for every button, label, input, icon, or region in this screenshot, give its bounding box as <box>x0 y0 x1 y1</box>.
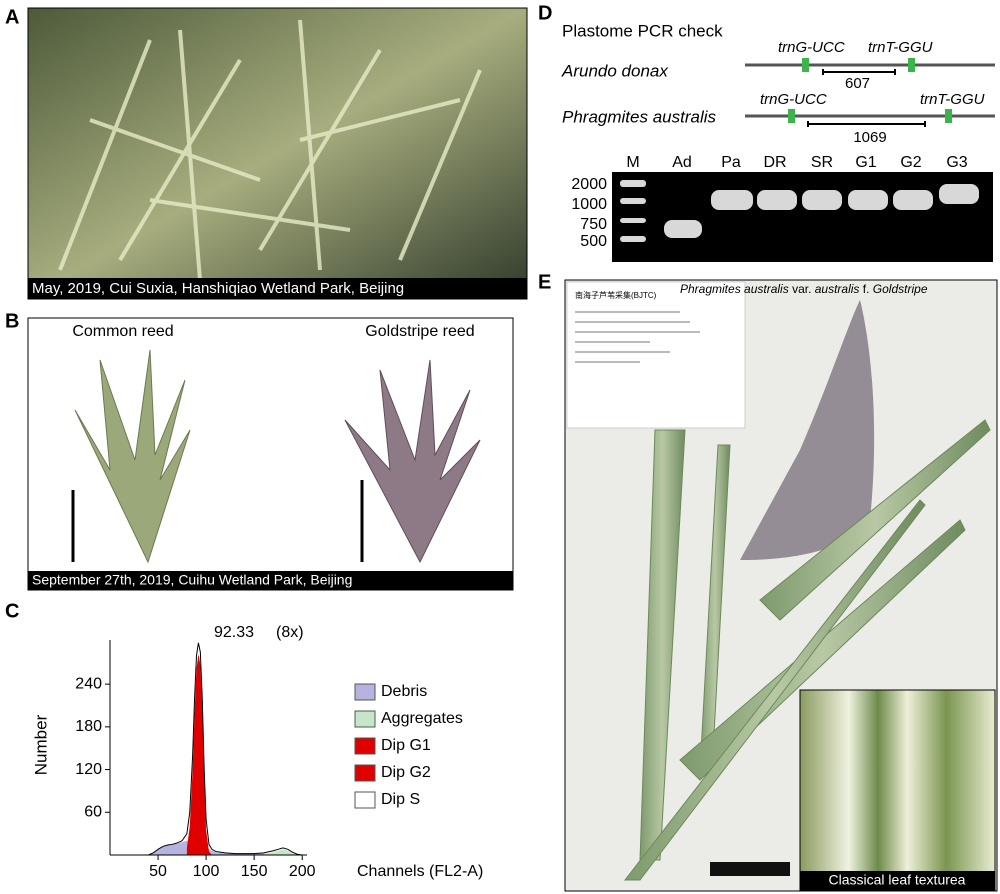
amplicon <box>822 69 896 75</box>
legend-swatch <box>354 764 376 782</box>
spikelet <box>74 349 191 564</box>
bands <box>620 180 979 242</box>
caption-bar <box>28 571 513 590</box>
y-tick-label: 60 <box>84 804 102 821</box>
title: Plastome PCR check <box>562 21 723 40</box>
gene <box>945 109 952 123</box>
caption: May, 2019, Cui Suxia, Hanshiqiao Wetland… <box>32 280 404 297</box>
lane-label: G3 <box>946 154 967 171</box>
annotation-note: (8x) <box>276 624 304 641</box>
inset-photo <box>799 689 996 892</box>
gene <box>802 58 809 72</box>
y-tick-label: 180 <box>75 718 102 735</box>
lane-label: G1 <box>855 154 876 171</box>
sheet-header: 南海子芦苇采集(BJTC) <box>575 290 657 300</box>
legend-swatch <box>354 791 376 809</box>
label-lines <box>575 311 700 363</box>
title-part: var. <box>792 282 812 296</box>
x-tick-label: 100 <box>193 863 220 880</box>
size: 1069 <box>853 129 886 146</box>
ladder-label: 1000 <box>571 196 607 213</box>
legend-swatch <box>354 737 376 755</box>
specimen-title: Phragmites australis var. australis f. G… <box>680 282 928 296</box>
legend-label: Dip G1 <box>381 737 431 754</box>
histogram: 60 120 180 240 50 100 150 200 Channels (FL2-A) Nu… <box>31 624 483 880</box>
lane-label: M <box>626 154 639 171</box>
outline <box>148 642 303 856</box>
gene-label: trnG-UCC <box>760 91 827 108</box>
barcode <box>710 862 790 876</box>
legend-label: Debris <box>381 683 427 700</box>
panel-label: A <box>5 6 19 28</box>
lane-label: DR <box>763 154 786 171</box>
title-part: australis <box>814 282 860 296</box>
lane-label: G2 <box>900 154 921 171</box>
y-tick-label: 240 <box>75 675 102 692</box>
lane-label: SR <box>811 154 833 171</box>
panel-label: B <box>5 310 19 332</box>
area <box>148 642 303 855</box>
ladder-label: 500 <box>580 233 607 250</box>
gene <box>788 109 795 123</box>
size: 607 <box>845 75 870 92</box>
spikelet <box>344 359 481 564</box>
area <box>263 849 303 855</box>
x-tick-label: 150 <box>241 863 268 880</box>
ladder-label: 750 <box>580 216 607 233</box>
panel-label: E <box>538 271 551 293</box>
legend-label: Dip G2 <box>381 764 431 781</box>
caption-bar <box>800 871 995 891</box>
x-tick-label: 200 <box>289 863 316 880</box>
title-part: Goldstripe <box>872 282 928 296</box>
title: Goldstripe reed <box>365 323 474 340</box>
legend-label: Aggregates <box>381 710 463 727</box>
gene <box>908 58 915 72</box>
lane-label: Ad <box>672 154 692 171</box>
species: Arundo donax <box>561 61 668 80</box>
y-axis-label: Number <box>31 714 50 775</box>
x-tick-label: 50 <box>149 863 167 880</box>
lane-label: Pa <box>721 154 741 171</box>
ladder-label: 2000 <box>571 176 607 193</box>
species: Phragmites australis <box>562 107 717 126</box>
title: Common reed <box>72 323 173 340</box>
annotation: 92.33 <box>214 624 254 641</box>
photo <box>27 7 528 300</box>
legend-label: Dip S <box>381 791 420 808</box>
y-tick-label: 120 <box>75 761 102 778</box>
caption-bar <box>28 278 527 299</box>
panel-label: C <box>5 600 19 622</box>
panicle <box>740 300 875 560</box>
legend-swatch <box>354 683 376 701</box>
gel <box>612 172 993 262</box>
sheet-label <box>566 281 746 429</box>
title-part: f. <box>862 282 870 296</box>
area <box>186 654 212 855</box>
x-axis-label: Channels (FL2-A) <box>357 863 483 880</box>
amplicon <box>807 121 926 127</box>
leaves <box>58 19 482 281</box>
specimen-leaves <box>623 419 991 881</box>
gene-label: trnT-GGU <box>920 91 985 108</box>
legend-swatch <box>354 710 376 728</box>
caption: Classical leaf texturea <box>829 872 966 888</box>
panel-label: D <box>538 2 552 24</box>
gene-label: trnG-UCC <box>778 39 845 56</box>
gene-label: trnT-GGU <box>868 39 933 56</box>
title-part: Phragmites australis <box>680 282 789 296</box>
caption: September 27th, 2019, Cuihu Wetland Park… <box>32 572 352 588</box>
